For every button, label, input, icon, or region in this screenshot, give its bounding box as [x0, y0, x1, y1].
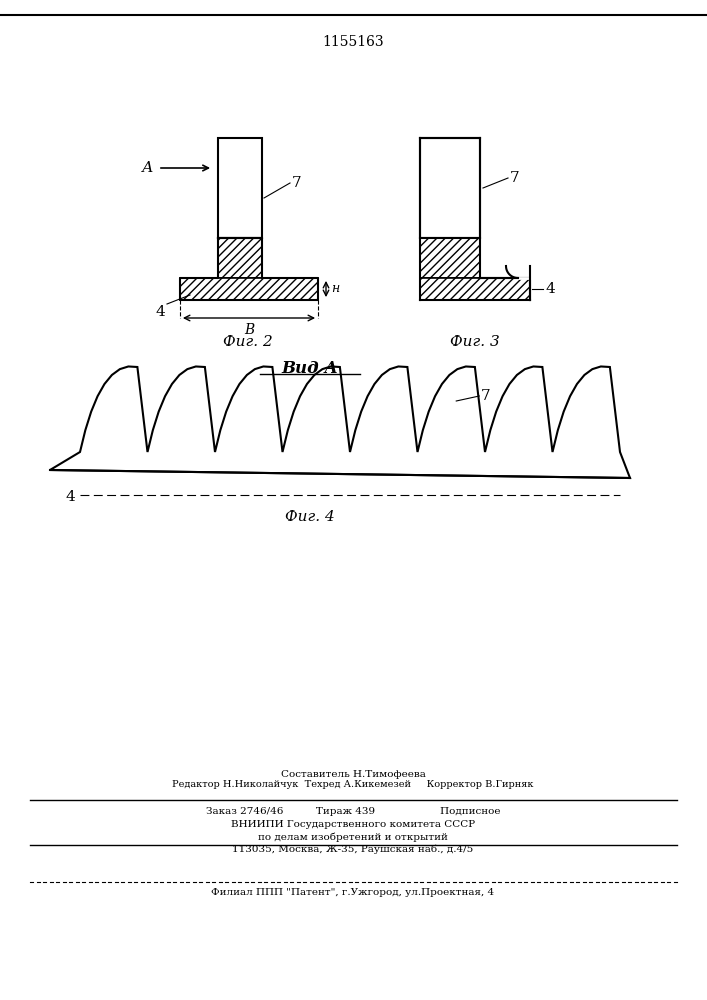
Text: А: А — [141, 161, 153, 175]
Polygon shape — [50, 366, 630, 478]
Text: Филиал ППП "Патент", г.Ужгород, ул.Проектная, 4: Филиал ППП "Патент", г.Ужгород, ул.Проек… — [211, 888, 495, 897]
Text: В: В — [244, 323, 254, 337]
Text: Составитель Н.Тимофеева: Составитель Н.Тимофеева — [281, 770, 426, 779]
Text: 7: 7 — [510, 171, 520, 185]
Text: ВНИИПИ Государственного комитета СССР: ВНИИПИ Государственного комитета СССР — [231, 820, 475, 829]
Text: 1155163: 1155163 — [322, 35, 384, 49]
Polygon shape — [218, 238, 262, 278]
Text: 7: 7 — [481, 389, 491, 403]
Text: н: н — [331, 282, 339, 296]
Text: Заказ 2746/46          Тираж 439                    Подписное: Заказ 2746/46 Тираж 439 Подписное — [206, 807, 501, 816]
Text: 7: 7 — [292, 176, 302, 190]
Text: Фиг. 4: Фиг. 4 — [285, 510, 335, 524]
Text: 4: 4 — [65, 490, 75, 504]
Polygon shape — [218, 138, 262, 238]
Text: по делам изобретений и открытий: по делам изобретений и открытий — [258, 832, 448, 842]
Text: Редактор Н.Николайчук  Техред А.Кикемезей     Корректор В.Гирняк: Редактор Н.Николайчук Техред А.Кикемезей… — [173, 780, 534, 789]
Text: Вид А: Вид А — [281, 360, 339, 377]
Polygon shape — [420, 238, 480, 278]
Text: Фиг. 3: Фиг. 3 — [450, 335, 500, 349]
Text: 4: 4 — [545, 282, 555, 296]
Text: 4: 4 — [156, 305, 165, 319]
Polygon shape — [420, 138, 480, 238]
Polygon shape — [420, 278, 530, 300]
Polygon shape — [180, 278, 318, 300]
Text: Фиг. 2: Фиг. 2 — [223, 335, 273, 349]
Text: 113035, Москва, Ж-35, Раушская наб., д.4/5: 113035, Москва, Ж-35, Раушская наб., д.4… — [233, 844, 474, 854]
